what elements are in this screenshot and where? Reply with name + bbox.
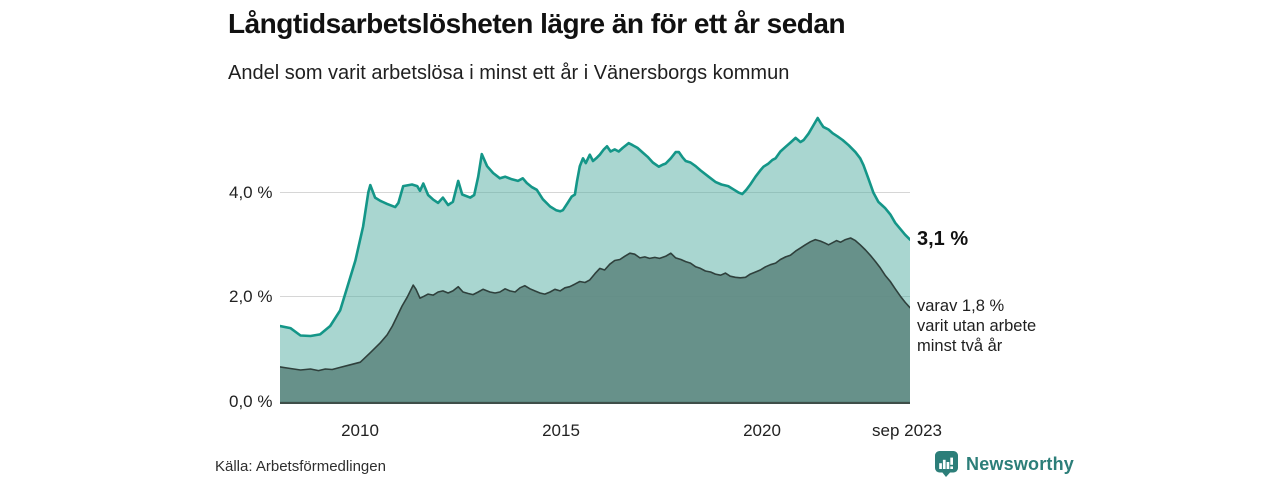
x-axis-line xyxy=(280,401,910,404)
series-line xyxy=(280,237,910,372)
series-end-note-two-year: varav 1,8 % varit utan arbete minst två … xyxy=(917,297,1037,356)
area-chart-canvas xyxy=(280,116,910,402)
x-tick-label: 2020 xyxy=(743,421,781,440)
y-tick-label: 4,0 % xyxy=(229,183,273,202)
y-tick-label: 2,0 % xyxy=(229,287,273,306)
chart-subtitle: Andel som varit arbetslösa i minst ett å… xyxy=(228,62,790,84)
series-line xyxy=(280,116,910,338)
series-end-value-total: 3,1 % xyxy=(917,228,969,250)
bar-chart-speech-bubble-icon xyxy=(935,451,958,477)
x-tick-label: sep 2023 xyxy=(872,421,942,440)
source-note: Källa: Arbetsförmedlingen xyxy=(215,458,386,475)
brand-name: Newsworthy xyxy=(966,453,1075,474)
page-title: Långtidsarbetslösheten lägre än för ett … xyxy=(228,8,846,39)
x-tick-label: 2015 xyxy=(542,421,580,440)
x-tick-label: 2010 xyxy=(341,421,379,440)
series-area xyxy=(280,238,910,402)
newsworthy-logo: Newsworthy xyxy=(934,450,1074,478)
y-tick-label: 0,0 % xyxy=(229,392,273,411)
